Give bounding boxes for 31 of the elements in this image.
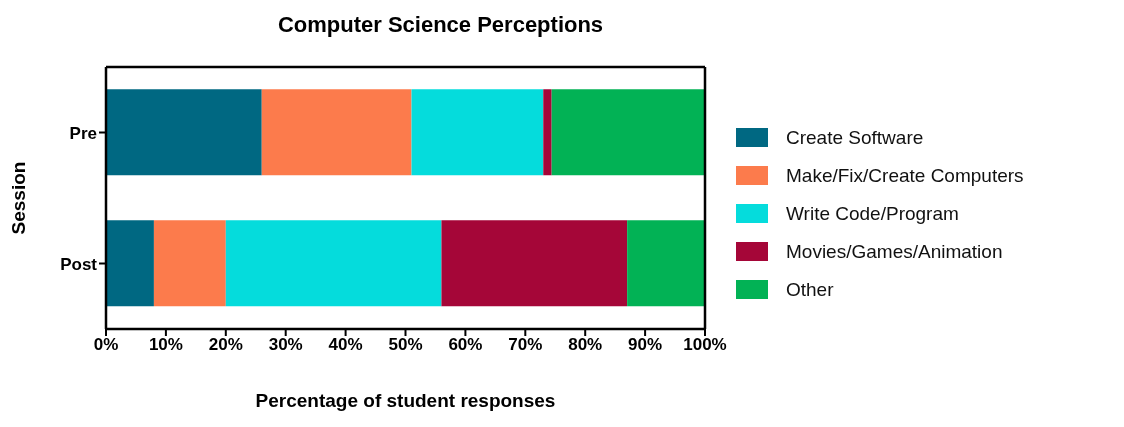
bar [543, 89, 552, 176]
y-tick-label: Pre [69, 123, 97, 143]
x-tick-label: 70% [508, 335, 543, 355]
legend-label: Movies/Games/Animation [786, 240, 1003, 263]
bar [261, 89, 412, 176]
x-tick-label: 30% [268, 335, 303, 355]
legend-label: Write Code/Program [786, 202, 959, 225]
x-tick-label: 50% [388, 335, 423, 355]
bar [551, 89, 705, 176]
bar [106, 220, 154, 307]
chart-title: Computer Science Perceptions [276, 12, 605, 38]
bar [153, 220, 226, 307]
x-tick-label: 10% [148, 335, 183, 355]
x-tick-label: 100% [683, 335, 727, 355]
x-tick-label: 60% [448, 335, 483, 355]
bar [441, 220, 628, 307]
legend-label: Other [786, 278, 834, 301]
x-tick-label: 20% [208, 335, 243, 355]
x-axis-title: Percentage of student responses [255, 390, 556, 411]
y-tick-label: Post [60, 254, 98, 274]
legend-label: Create Software [786, 126, 924, 149]
bar [106, 89, 262, 176]
bar [627, 220, 705, 307]
x-tick-label: 90% [628, 335, 663, 355]
y-axis-title: Session [7, 161, 29, 235]
bar [225, 220, 442, 307]
legend-label: Make/Fix/Create Computers [786, 164, 1024, 187]
x-tick-label: 40% [328, 335, 363, 355]
x-tick-label: 0% [93, 335, 119, 355]
x-tick-label: 80% [568, 335, 603, 355]
bar [411, 89, 544, 176]
